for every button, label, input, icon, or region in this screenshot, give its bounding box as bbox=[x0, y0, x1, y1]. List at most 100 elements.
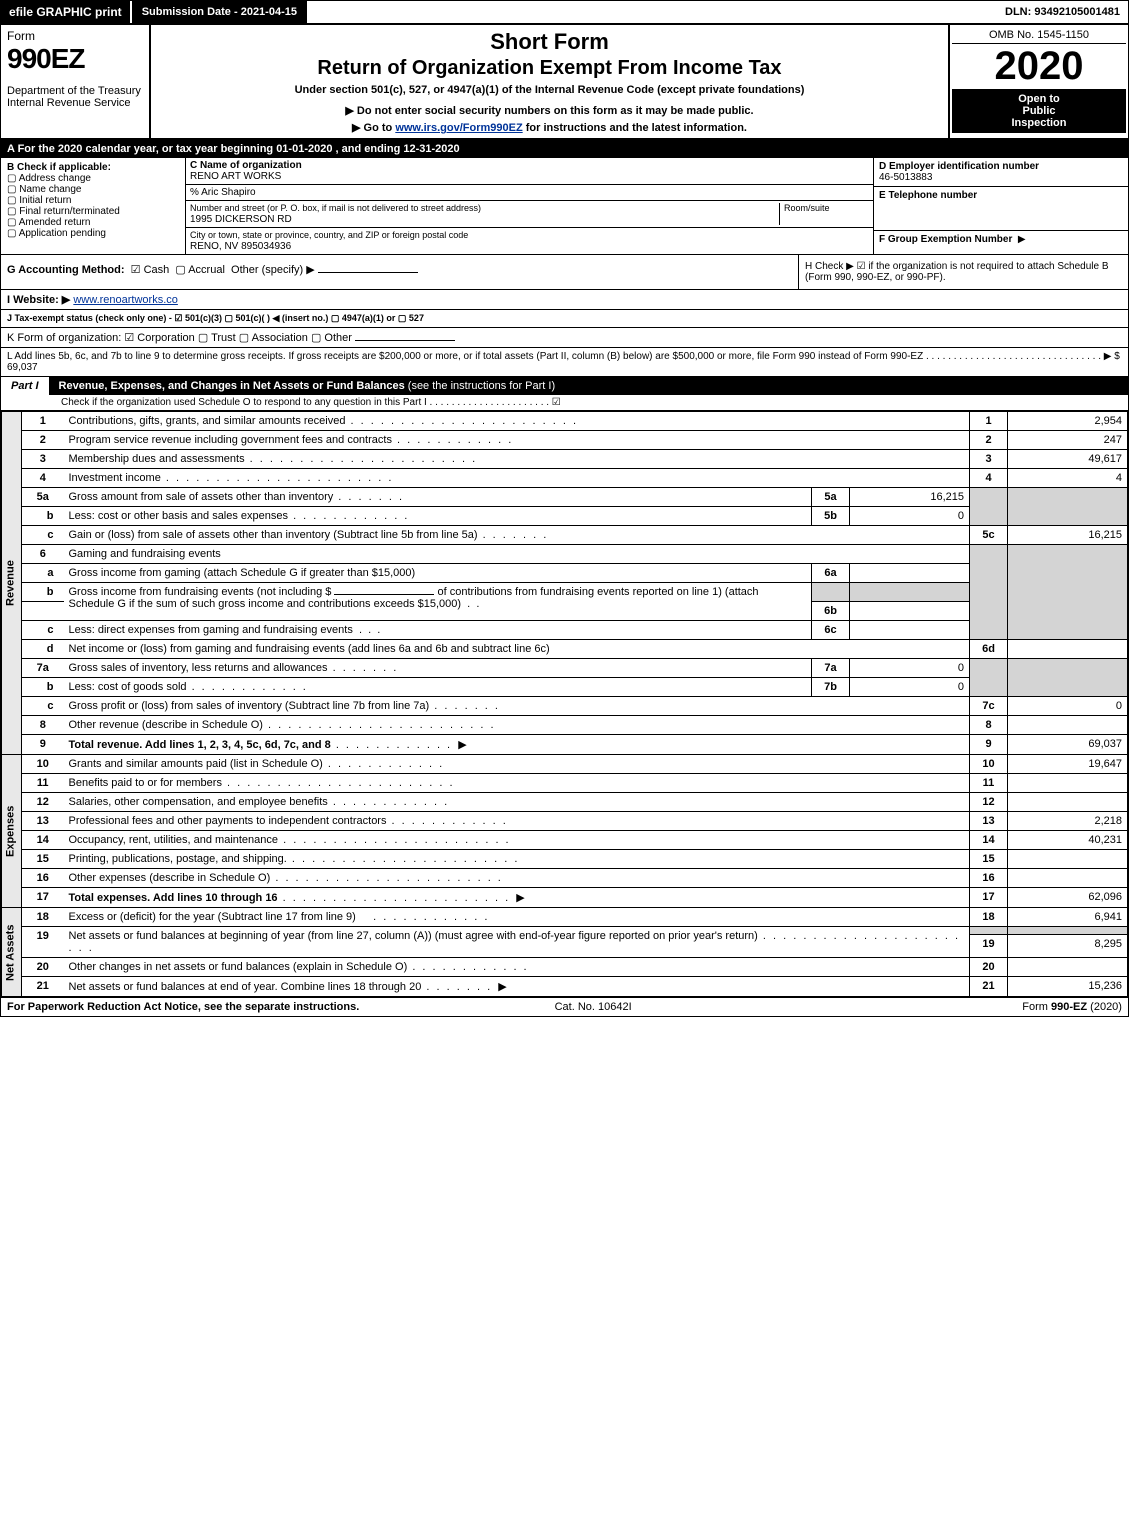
side-expenses: Expenses bbox=[2, 755, 22, 908]
irs-link[interactable]: www.irs.gov/Form990EZ bbox=[395, 122, 522, 134]
submission-date: Submission Date - 2021-04-15 bbox=[130, 1, 307, 23]
line-6c: c Less: direct expenses from gaming and … bbox=[2, 621, 1128, 640]
dln: DLN: 93492105001481 bbox=[997, 1, 1128, 23]
chk-initial-return[interactable]: ▢ Initial return bbox=[7, 195, 179, 206]
lbl-website: I Website: ▶ bbox=[7, 294, 70, 306]
line-6a: a Gross income from gaming (attach Sched… bbox=[2, 564, 1128, 583]
opt-cash[interactable]: Cash bbox=[144, 264, 170, 276]
opt-other[interactable]: Other (specify) ▶ bbox=[231, 264, 315, 276]
line-8: 8 Other revenue (describe in Schedule O)… bbox=[2, 716, 1128, 735]
dept-treasury: Department of the Treasury bbox=[7, 85, 143, 97]
lbl-ein: D Employer identification number bbox=[879, 161, 1039, 172]
j-text: J Tax-exempt status (check only one) - ☑… bbox=[7, 313, 424, 323]
top-bar: efile GRAPHIC print Submission Date - 20… bbox=[1, 1, 1128, 25]
box-def: D Employer identification number 46-5013… bbox=[873, 158, 1128, 254]
form-page: efile GRAPHIC print Submission Date - 20… bbox=[0, 0, 1129, 1017]
street-cell: Number and street (or P. O. box, if mail… bbox=[186, 201, 873, 228]
line-7b: b Less: cost of goods sold 7b 0 bbox=[2, 678, 1128, 697]
lbl-city: City or town, state or province, country… bbox=[190, 230, 468, 240]
line-10: Expenses 10 Grants and similar amounts p… bbox=[2, 755, 1128, 774]
line-17: 17 Total expenses. Add lines 10 through … bbox=[2, 888, 1128, 908]
part-1-title: Revenue, Expenses, and Changes in Net As… bbox=[51, 377, 1128, 395]
return-title: Return of Organization Exempt From Incom… bbox=[155, 57, 944, 80]
lbl-group-exemption: F Group Exemption Number bbox=[879, 234, 1012, 245]
box-h: H Check ▶ ☑ if the organization is not r… bbox=[798, 255, 1128, 289]
sub3-pre: Go to bbox=[364, 122, 396, 134]
line-a-tax-year: A For the 2020 calendar year, or tax yea… bbox=[1, 140, 1128, 158]
sub3-post: for instructions and the latest informat… bbox=[523, 122, 747, 134]
line-13: 13 Professional fees and other payments … bbox=[2, 812, 1128, 831]
chk-address-change[interactable]: ▢ Address change bbox=[7, 173, 179, 184]
line-12: 12 Salaries, other compensation, and emp… bbox=[2, 793, 1128, 812]
line-18: Net Assets 18 Excess or (deficit) for th… bbox=[2, 908, 1128, 927]
efile-label: efile GRAPHIC print bbox=[1, 1, 130, 23]
lbl-phone: E Telephone number bbox=[879, 190, 977, 201]
line-6b: b Gross income from fundraising events (… bbox=[2, 583, 1128, 602]
org-name-cell: C Name of organization RENO ART WORKS bbox=[186, 158, 873, 185]
l-value: 69,037 bbox=[7, 362, 38, 373]
l-text: L Add lines 5b, 6c, and 7b to line 9 to … bbox=[7, 351, 1120, 362]
line-19: 19 Net assets or fund balances at beginn… bbox=[2, 927, 1128, 935]
side-net-assets: Net Assets bbox=[2, 908, 22, 997]
chk-amended-return[interactable]: ▢ Amended return bbox=[7, 217, 179, 228]
efile-text: efile GRAPHIC print bbox=[9, 5, 122, 19]
row-k: K Form of organization: ☑ Corporation ▢ … bbox=[1, 328, 1128, 348]
lbl-room: Room/suite bbox=[784, 203, 830, 213]
inspect-2: Public bbox=[956, 105, 1122, 117]
box-e: E Telephone number bbox=[874, 187, 1128, 231]
row-i: I Website: ▶ www.renoartworks.co bbox=[1, 290, 1128, 310]
line-16: 16 Other expenses (describe in Schedule … bbox=[2, 869, 1128, 888]
page-footer: For Paperwork Reduction Act Notice, see … bbox=[1, 997, 1128, 1016]
line-20: 20 Other changes in net assets or fund b… bbox=[2, 958, 1128, 977]
subtitle-1: Under section 501(c), 527, or 4947(a)(1)… bbox=[155, 84, 944, 96]
line-3: 3 Membership dues and assessments 3 49,6… bbox=[2, 450, 1128, 469]
form-number: 990EZ bbox=[7, 43, 143, 75]
box-g: G Accounting Method: ☑ Cash ▢ Accrual Ot… bbox=[1, 255, 798, 289]
line-7c: c Gross profit or (loss) from sales of i… bbox=[2, 697, 1128, 716]
org-name: RENO ART WORKS bbox=[190, 171, 281, 182]
line-9: 9 Total revenue. Add lines 1, 2, 3, 4, 5… bbox=[2, 735, 1128, 755]
form-header: Form 990EZ Department of the Treasury In… bbox=[1, 25, 1128, 140]
form-word: Form bbox=[7, 29, 143, 43]
chk-application-pending[interactable]: ▢ Application pending bbox=[7, 228, 179, 239]
row-g-h: G Accounting Method: ☑ Cash ▢ Accrual Ot… bbox=[1, 255, 1128, 290]
footer-form-ref: Form 990-EZ (2020) bbox=[1022, 1001, 1122, 1013]
short-form: Short Form bbox=[155, 29, 944, 55]
box-f: F Group Exemption Number ▶ bbox=[874, 231, 1128, 248]
header-left: Form 990EZ Department of the Treasury In… bbox=[1, 25, 151, 138]
line-6d: d Net income or (loss) from gaming and f… bbox=[2, 640, 1128, 659]
dept-irs: Internal Revenue Service bbox=[7, 97, 143, 109]
header-center: Short Form Return of Organization Exempt… bbox=[151, 25, 948, 138]
line-15: 15 Printing, publications, postage, and … bbox=[2, 850, 1128, 869]
care-of: % Aric Shapiro bbox=[190, 187, 256, 198]
part-1-check-line: Check if the organization used Schedule … bbox=[1, 395, 1128, 411]
line-11: 11 Benefits paid to or for members 11 bbox=[2, 774, 1128, 793]
part-1-table: Revenue 1 Contributions, gifts, grants, … bbox=[1, 411, 1128, 997]
chk-final-return[interactable]: ▢ Final return/terminated bbox=[7, 206, 179, 217]
line-2: 2 Program service revenue including gove… bbox=[2, 431, 1128, 450]
line-4: 4 Investment income 4 4 bbox=[2, 469, 1128, 488]
line-7a: 7a Gross sales of inventory, less return… bbox=[2, 659, 1128, 678]
footer-left: For Paperwork Reduction Act Notice, see … bbox=[7, 1001, 359, 1013]
street: 1995 DICKERSON RD bbox=[190, 214, 292, 225]
omb-number: OMB No. 1545-1150 bbox=[952, 27, 1126, 44]
line-5c: c Gain or (loss) from sale of assets oth… bbox=[2, 526, 1128, 545]
header-right: OMB No. 1545-1150 2020 Open to Public In… bbox=[948, 25, 1128, 138]
side-revenue: Revenue bbox=[2, 412, 22, 755]
lbl-street: Number and street (or P. O. box, if mail… bbox=[190, 203, 481, 213]
line-5a: 5a Gross amount from sale of assets othe… bbox=[2, 488, 1128, 507]
line-5b: b Less: cost or other basis and sales ex… bbox=[2, 507, 1128, 526]
website-link[interactable]: www.renoartworks.co bbox=[73, 294, 178, 306]
line-1: Revenue 1 Contributions, gifts, grants, … bbox=[2, 412, 1128, 431]
chk-name-change[interactable]: ▢ Name change bbox=[7, 184, 179, 195]
line-21: 21 Net assets or fund balances at end of… bbox=[2, 977, 1128, 997]
footer-cat-no: Cat. No. 10642I bbox=[555, 1001, 632, 1013]
row-l: L Add lines 5b, 6c, and 7b to line 9 to … bbox=[1, 348, 1128, 377]
city-cell: City or town, state or province, country… bbox=[186, 228, 873, 254]
subtitle-3: ▶ Go to www.irs.gov/Form990EZ for instru… bbox=[155, 121, 944, 134]
care-of-cell: % Aric Shapiro bbox=[186, 185, 873, 201]
part-1-header: Part I Revenue, Expenses, and Changes in… bbox=[1, 377, 1128, 395]
opt-accrual[interactable]: Accrual bbox=[188, 264, 225, 276]
open-inspection: Open to Public Inspection bbox=[952, 89, 1126, 133]
inspect-1: Open to bbox=[956, 93, 1122, 105]
